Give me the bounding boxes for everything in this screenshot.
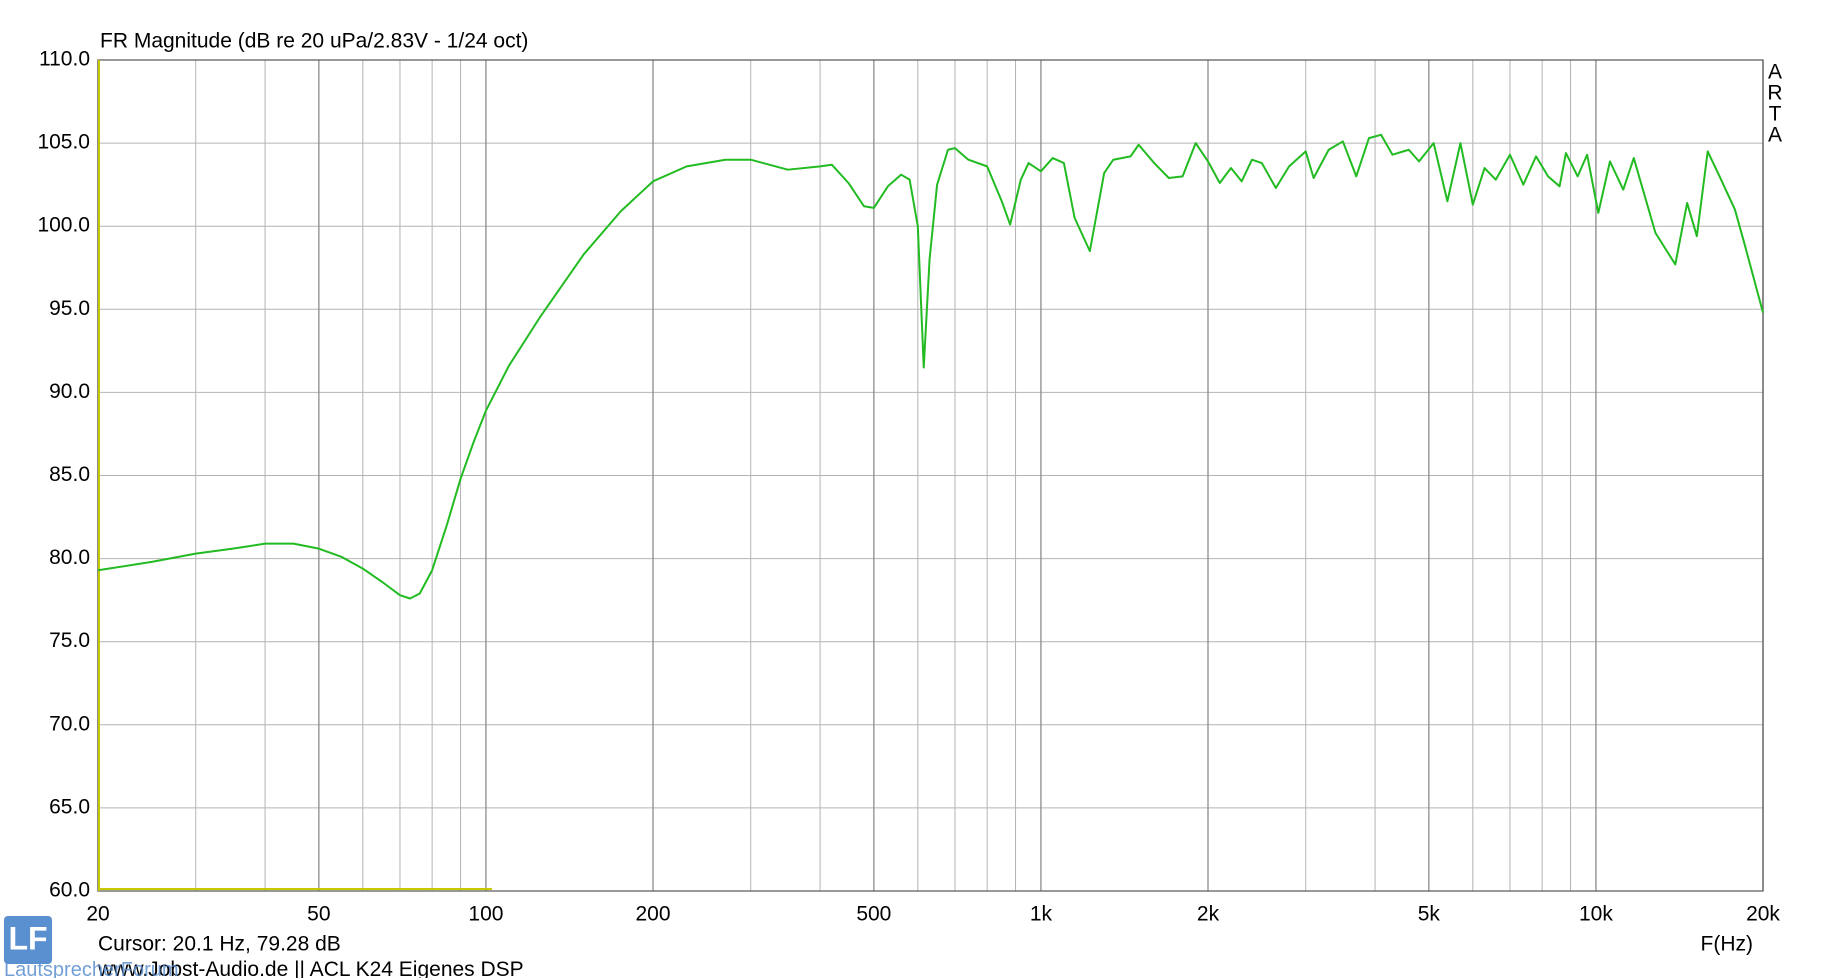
y-tick-label: 90.0	[49, 380, 90, 403]
logo: LF	[8, 920, 47, 956]
y-tick-label: 60.0	[49, 879, 90, 902]
footer: www.Jobst-Audio.de || ACL K24 Eigenes DS…	[97, 958, 524, 978]
logo-box	[4, 916, 52, 964]
x-tick-label: 500	[856, 903, 891, 926]
chart-title: FR Magnitude (dB re 20 uPa/2.83V - 1/24 …	[100, 30, 528, 53]
x-tick-label: 20	[86, 903, 109, 926]
y-tick-label: 100.0	[37, 214, 90, 237]
side-label: A	[1768, 61, 1782, 84]
x-tick-label: 1k	[1030, 903, 1053, 926]
logo-text: LautsprecherForum	[4, 959, 179, 978]
x-tick-label: 20k	[1746, 903, 1780, 926]
x-tick-label: 200	[635, 903, 670, 926]
x-tick-label: 50	[307, 903, 330, 926]
x-tick-label: 5k	[1418, 903, 1441, 926]
side-label: T	[1769, 103, 1782, 126]
y-tick-label: 85.0	[49, 463, 90, 486]
side-label: R	[1767, 82, 1782, 105]
x-tick-label: 10k	[1579, 903, 1613, 926]
side-label: A	[1768, 124, 1782, 147]
y-tick-label: 95.0	[49, 297, 90, 320]
x-axis-label: F(Hz)	[1701, 933, 1753, 956]
x-tick-label: 100	[468, 903, 503, 926]
y-tick-label: 65.0	[49, 795, 90, 818]
fr-curve	[97, 133, 1764, 600]
y-tick-label: 105.0	[37, 131, 90, 154]
y-tick-label: 80.0	[49, 546, 90, 569]
cursor-readout: Cursor: 20.1 Hz, 79.28 dB	[98, 933, 341, 956]
y-tick-label: 75.0	[49, 629, 90, 652]
x-tick-label: 2k	[1197, 903, 1220, 926]
y-tick-label: 110.0	[39, 48, 90, 71]
y-tick-label: 70.0	[49, 712, 90, 735]
